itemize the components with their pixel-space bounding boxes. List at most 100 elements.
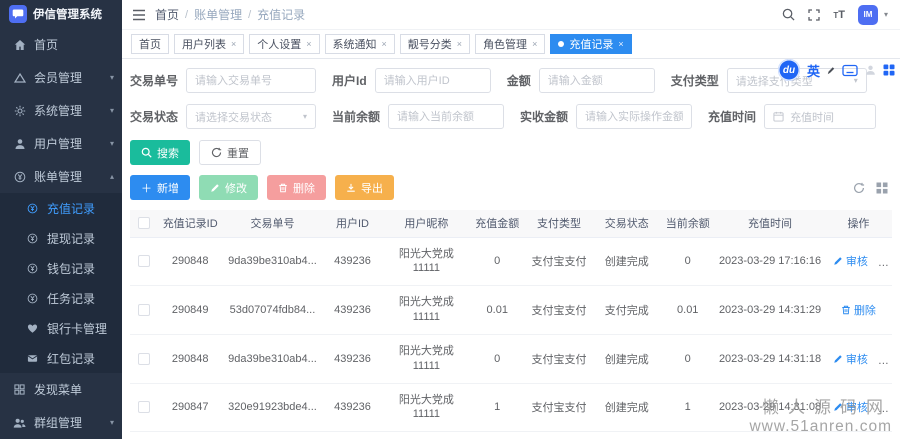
table-refresh-icon[interactable] [853,182,865,194]
close-icon[interactable]: × [231,39,237,49]
tab-6[interactable]: 充值记录 × [550,34,632,54]
filter-input[interactable] [538,68,655,93]
delete-link[interactable]: 删除 [878,351,892,367]
tab-3[interactable]: 系统通知 × [324,34,395,54]
sidebar-item-2[interactable]: 系统管理 ▾ [0,94,122,127]
export-button-label: 导出 [361,182,383,195]
chevron-down-icon: ▾ [109,106,114,115]
sidebar-bottom-item-1[interactable]: 群组管理 ▾ [0,406,122,439]
order_no-cell: 9da39be310ab4... [222,237,322,287]
actions-cell: 删除 [824,285,892,335]
sidebar-subitem-label: 银行卡管理 [47,321,108,336]
breadcrumb-item-2[interactable]: 充值记录 [257,8,306,22]
close-icon[interactable]: × [618,39,624,49]
delete-link[interactable]: 删除 [878,253,892,269]
ime-language-toggle[interactable]: 英 [806,63,820,79]
sidebar-subitem-5[interactable]: 红包记录 [0,343,122,373]
filter-input[interactable] [374,68,491,93]
sidebar-collapse-icon[interactable] [132,9,146,21]
column-settings-icon[interactable] [876,182,888,194]
sidebar-subitem-3[interactable]: 任务记录 [0,283,122,313]
sidebar-bottom-item-0[interactable]: 发现菜单 [0,373,122,406]
table-header-row: 充值记录ID 交易单号 用户ID 用户昵称 充值金额 支付类型 交易状态 当前余额 充值时间 操作 [130,210,892,238]
close-icon[interactable]: × [456,39,463,49]
sidebar-item-label: 会员管理 [34,71,83,85]
sidebar-item-label: 系统管理 [34,104,83,118]
tab-5[interactable]: 角色管理 × [475,34,546,54]
audit-link[interactable]: 审核 [833,399,868,415]
audit-link[interactable]: 审核 [833,253,868,269]
ime-pen-icon[interactable] [827,66,835,75]
fullscreen-icon[interactable] [808,8,821,21]
row-checkbox[interactable] [137,352,150,365]
refresh-icon [211,147,222,158]
font-size-icon[interactable]: TT [833,8,845,21]
search-button[interactable]: 搜索 [130,140,190,165]
ime-grid-icon[interactable] [883,64,895,76]
ime-user-icon[interactable] [865,64,876,76]
delete-link[interactable]: 删除 [841,302,876,318]
avatar[interactable]: IM [857,4,878,25]
row-checkbox[interactable] [137,401,150,414]
filter-row-2: 交易状态 请选择交易状态 ▾ 当前余额 实收金额 充值时间 充值时间 [130,104,892,129]
sidebar-subitem-1[interactable]: 提现记录 [0,223,122,253]
ime-logo-icon[interactable]: du [777,59,800,81]
row-checkbox[interactable] [137,255,150,268]
status-cell: 创建完成 [593,237,661,287]
delete-button[interactable]: 删除 [267,175,326,200]
avatar-caret-icon[interactable]: ▾ [883,10,888,19]
delete-button-label: 删除 [293,182,315,195]
sidebar-item-0[interactable]: 首页 [0,28,122,61]
tab-label: 用户列表 [182,39,226,51]
filter-label: 当前余额 [332,110,381,124]
export-button[interactable]: 导出 [335,175,394,200]
breadcrumb-item-1[interactable]: 账单管理 [194,8,243,22]
close-icon[interactable]: × [381,39,387,49]
topbar-right: TT IM ▾ [782,4,888,25]
row-select-cell [130,237,158,287]
tab-1[interactable]: 用户列表 × [174,34,245,54]
nickname-cell: 高卓金针菇 [382,431,470,439]
filter-label: 金额 [506,74,531,88]
select-all-checkbox[interactable] [137,217,150,230]
audit-link[interactable]: 审核 [833,351,868,367]
close-icon[interactable]: × [306,39,312,49]
sidebar-item-1[interactable]: 会员管理 ▾ [0,61,122,94]
delete-link[interactable]: 删除 [878,399,892,415]
filter-select[interactable]: 请选择交易状态 ▾ [186,104,317,129]
filter-field-row2-3: 充值时间 充值时间 [708,104,877,129]
select-all-header-cell [130,210,158,238]
filter-date-input[interactable]: 充值时间 [764,104,877,129]
calendar-icon [773,111,784,122]
action-link-label: 删除 [891,399,892,415]
sidebar-item-4[interactable]: 账单管理 ▴ [0,160,122,193]
edit-button[interactable]: 修改 [199,175,258,200]
reset-button[interactable]: 重置 [199,140,261,165]
tab-0[interactable]: 首页 [131,34,169,54]
breadcrumb-item-0[interactable]: 首页 [155,8,180,22]
sidebar-item-3[interactable]: 用户管理 ▾ [0,127,122,160]
order_no-cell: 320e91923bde4... [222,383,322,433]
tab-4[interactable]: 靓号分类 × [399,34,471,54]
filter-input[interactable] [186,68,317,93]
filter-input[interactable] [388,104,505,129]
time-cell: 2023-03-29 14:31:08 [715,383,825,433]
download-icon [346,183,356,193]
search-icon[interactable] [782,8,795,21]
tab-2[interactable]: 个人设置 × [249,34,320,54]
row-checkbox[interactable] [137,304,150,317]
close-icon[interactable]: × [532,39,538,49]
plus-icon: ＋ [141,182,152,195]
pay_type-cell: 支付宝支付 [524,237,594,287]
balance-cell: 0 [660,237,716,287]
sidebar-subitem-4[interactable]: 银行卡管理 [0,313,122,343]
sidebar-subitem-2[interactable]: 钱包记录 [0,253,122,283]
home-icon [13,39,26,51]
ime-keyboard-icon[interactable] [842,64,858,77]
order_no-cell: f9002eacc23549... [222,431,322,439]
sidebar-subitem-0[interactable]: 充值记录 [0,193,122,223]
filter-input[interactable] [576,104,693,129]
time-cell: 2023-03-29 14:31:29 [715,285,825,335]
add-button[interactable]: ＋ 新增 [130,175,190,200]
